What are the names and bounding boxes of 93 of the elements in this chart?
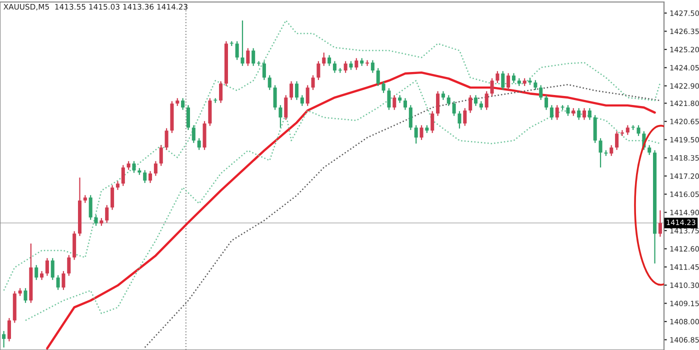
candlestick <box>56 274 60 290</box>
candlestick <box>290 80 294 100</box>
candlestick <box>143 170 147 184</box>
candlestick <box>626 124 630 136</box>
candlestick <box>403 98 407 110</box>
candlestick <box>50 258 54 280</box>
candlestick <box>408 104 412 131</box>
candlestick <box>306 84 310 106</box>
candlestick <box>105 204 109 224</box>
candlestick <box>534 80 538 91</box>
candlestick <box>490 78 494 97</box>
candlestick <box>458 110 462 130</box>
candlestick <box>615 130 619 150</box>
candlestick <box>463 108 467 126</box>
candlestick <box>506 72 510 91</box>
candlestick <box>294 80 298 100</box>
line-series <box>24 80 661 322</box>
line-series <box>3 20 661 292</box>
candlestick <box>24 288 28 304</box>
candlestick <box>550 104 554 120</box>
candlestick <box>67 254 71 276</box>
candlestick <box>132 160 136 174</box>
candlestick <box>392 94 396 110</box>
candlestick <box>577 108 581 120</box>
candlestick <box>72 230 76 260</box>
candlestick <box>181 98 185 110</box>
candlestick <box>328 54 332 66</box>
candlestick <box>354 58 358 70</box>
candlestick <box>273 84 277 110</box>
candlestick <box>219 80 223 104</box>
candlestick <box>208 98 212 126</box>
candlestick <box>268 74 272 91</box>
candlestick <box>566 104 570 116</box>
candlestick <box>452 100 456 116</box>
candlestick <box>164 128 168 150</box>
candlestick <box>593 114 597 144</box>
candlestick <box>246 48 250 66</box>
candlestick <box>582 108 586 120</box>
candlestick <box>192 124 196 144</box>
candlestick <box>316 60 320 81</box>
candlestick <box>257 60 261 66</box>
line-series <box>46 71 656 350</box>
candlestick <box>468 94 472 114</box>
candlestick <box>34 264 38 280</box>
candlestick <box>648 144 652 156</box>
candlestick <box>45 258 49 276</box>
candlestick <box>387 88 391 110</box>
candlestick <box>284 94 288 120</box>
candlestick <box>197 138 201 150</box>
candlestick <box>555 104 559 120</box>
candlestick <box>370 60 374 74</box>
candlestick <box>148 170 152 184</box>
candlestick <box>501 70 505 91</box>
candlestick <box>430 110 434 134</box>
candlestick <box>588 108 592 120</box>
candlestick <box>598 138 602 168</box>
candlestick <box>262 60 266 81</box>
candlestick <box>278 104 282 128</box>
candlestick <box>110 184 114 210</box>
candlestick <box>382 80 386 94</box>
candlestick <box>300 94 304 106</box>
candlestick <box>484 90 488 110</box>
candlestick <box>610 144 614 156</box>
candlestick <box>62 270 66 290</box>
candlestick <box>539 84 543 100</box>
candlestick <box>154 160 158 176</box>
candlestick <box>121 164 125 187</box>
candlestick <box>235 40 239 60</box>
candlestick <box>240 20 244 66</box>
candlestick <box>186 104 190 131</box>
candlestick <box>636 124 640 137</box>
candlestick <box>414 124 418 144</box>
candlestick <box>88 194 92 220</box>
candlestick <box>512 72 516 84</box>
candlestick <box>7 317 11 342</box>
candlestick <box>658 210 662 238</box>
candlestick <box>436 90 440 116</box>
candlestick <box>446 94 450 106</box>
candlestick <box>474 94 478 106</box>
candlestick <box>344 60 348 74</box>
candlestick <box>496 70 500 84</box>
candlestick <box>2 330 6 348</box>
candlestick <box>252 48 256 66</box>
line-series <box>144 84 661 348</box>
candlestick <box>544 94 548 110</box>
candlestick <box>420 124 424 140</box>
candlestick <box>332 60 336 74</box>
candlestick <box>311 74 315 91</box>
candlestick <box>159 144 163 166</box>
candlestick <box>322 52 326 66</box>
candlestick <box>376 68 380 87</box>
candlestick <box>366 60 370 66</box>
candlestick <box>94 214 98 226</box>
